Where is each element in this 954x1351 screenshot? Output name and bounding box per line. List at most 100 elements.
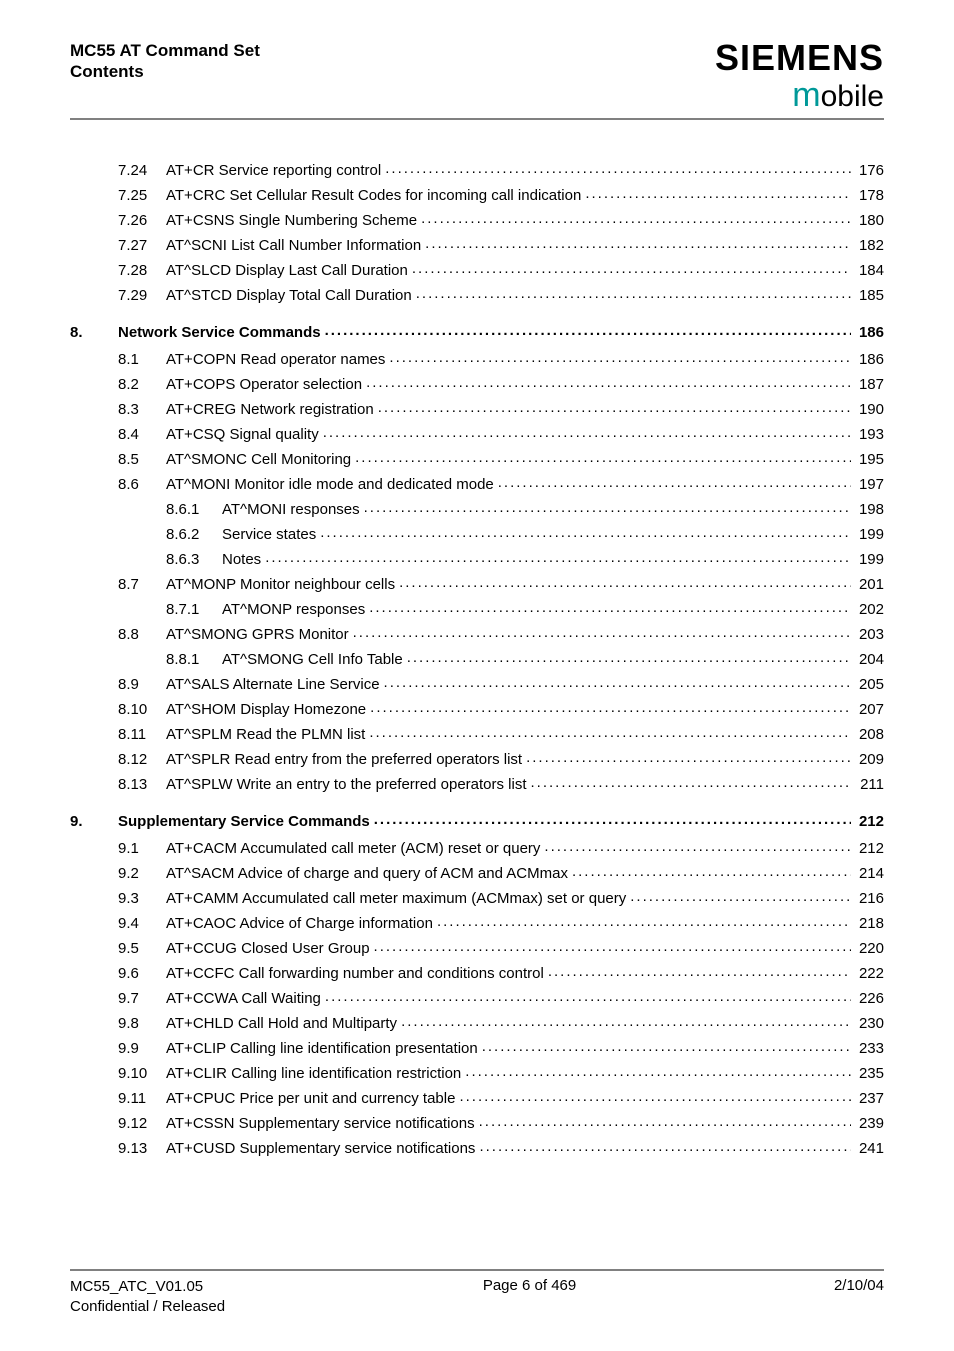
toc-leader-dots	[548, 963, 851, 978]
toc-entry-page: 198	[855, 501, 884, 518]
toc-entry-title: AT+CCWA Call Waiting	[166, 990, 321, 1007]
toc-entry-number: 8.	[70, 324, 118, 341]
brand-logo: SIEMENS	[715, 40, 884, 76]
toc-entry-page: 233	[855, 1040, 884, 1057]
toc-entry-page: 180	[855, 212, 884, 229]
doc-section: Contents	[70, 61, 260, 82]
toc-entry-number: 9.	[70, 813, 118, 830]
toc-entry-number: 7.27	[118, 237, 166, 254]
toc-leader-dots	[374, 811, 851, 826]
toc-entry: 8.4AT+CSQ Signal quality193	[70, 424, 884, 443]
toc-leader-dots	[479, 1113, 851, 1128]
toc-entry-number: 8.6.3	[166, 551, 222, 568]
toc-entry-title: AT^SMONG GPRS Monitor	[166, 626, 349, 643]
toc-leader-dots	[353, 624, 851, 639]
toc-entry-number: 8.8	[118, 626, 166, 643]
toc-entry-page: 202	[855, 601, 884, 618]
toc-entry-page: 218	[855, 915, 884, 932]
toc-leader-dots	[459, 1088, 851, 1103]
toc-entry: 9.2AT^SACM Advice of charge and query of…	[70, 863, 884, 882]
toc-entry-title: AT^MONP Monitor neighbour cells	[166, 576, 395, 593]
toc-leader-dots	[355, 449, 851, 464]
toc-entry-title: AT^SPLR Read entry from the preferred op…	[166, 751, 522, 768]
toc-entry-title: AT+CLIP Calling line identification pres…	[166, 1040, 478, 1057]
toc-entry-page: 186	[855, 324, 884, 341]
toc-entry-number: 9.4	[118, 915, 166, 932]
toc-entry: 8.8AT^SMONG GPRS Monitor203	[70, 624, 884, 643]
toc-entry-number: 8.6.1	[166, 501, 222, 518]
toc-entry-page: 197	[855, 476, 884, 493]
toc-entry-title: AT^SPLM Read the PLMN list	[166, 726, 365, 743]
toc-leader-dots	[374, 938, 851, 953]
toc-entry-number: 9.8	[118, 1015, 166, 1032]
toc-leader-dots	[572, 863, 851, 878]
toc-entry-page: 220	[855, 940, 884, 957]
header-rule	[70, 118, 884, 120]
toc-leader-dots	[369, 724, 851, 739]
toc-entry-number: 8.6.2	[166, 526, 222, 543]
toc-entry: 9.5AT+CCUG Closed User Group 220	[70, 938, 884, 957]
toc-entry-title: AT+CCUG Closed User Group	[166, 940, 370, 957]
toc-entry: 8.11AT^SPLM Read the PLMN list208	[70, 724, 884, 743]
toc-entry-title: Service states	[222, 526, 316, 543]
toc-leader-dots	[421, 210, 851, 225]
toc-leader-dots	[370, 699, 851, 714]
footer-left: MC55_ATC_V01.05 Confidential / Released	[70, 1277, 225, 1318]
toc-entry-page: 212	[855, 813, 884, 830]
toc-entry: 7.29AT^STCD Display Total Call Duration1…	[70, 285, 884, 304]
toc-entry-page: 199	[855, 526, 884, 543]
toc-entry-number: 7.26	[118, 212, 166, 229]
subbrand-logo: mobile	[715, 78, 884, 112]
toc-entry-number: 7.28	[118, 262, 166, 279]
toc-leader-dots	[364, 499, 851, 514]
toc-entry-page: 214	[855, 865, 884, 882]
toc-entry-number: 8.4	[118, 426, 166, 443]
toc-entry-title: AT+COPN Read operator names	[166, 351, 385, 368]
toc-leader-dots	[544, 838, 851, 853]
toc-entry-number: 9.6	[118, 965, 166, 982]
toc-entry-title: AT^MONI Monitor idle mode and dedicated …	[166, 476, 494, 493]
toc-entry-page: 235	[855, 1065, 884, 1082]
toc-entry-title: AT+CUSD Supplementary service notificati…	[166, 1140, 475, 1157]
toc-leader-dots	[320, 524, 851, 539]
toc-entry-page: 176	[855, 162, 884, 179]
toc-entry-page: 216	[855, 890, 884, 907]
toc-entry-title: AT+CSSN Supplementary service notificati…	[166, 1115, 475, 1132]
toc-entry-number: 8.13	[118, 776, 166, 793]
toc-entry: 9.1AT+CACM Accumulated call meter (ACM) …	[70, 838, 884, 857]
toc-entry-title: AT^SMONC Cell Monitoring	[166, 451, 351, 468]
toc-leader-dots	[531, 774, 853, 789]
table-of-contents: 7.24AT+CR Service reporting control1767.…	[70, 160, 884, 1157]
toc-entry-title: Supplementary Service Commands	[118, 813, 370, 830]
toc-entry-page: 193	[855, 426, 884, 443]
toc-leader-dots	[366, 374, 851, 389]
toc-entry-title: AT+CACM Accumulated call meter (ACM) res…	[166, 840, 540, 857]
subbrand-rest: obile	[821, 80, 884, 113]
toc-leader-dots	[437, 913, 851, 928]
toc-entry-number: 9.7	[118, 990, 166, 1007]
toc-entry-title: AT+CCFC Call forwarding number and condi…	[166, 965, 544, 982]
toc-leader-dots	[585, 185, 851, 200]
toc-entry: 8.10AT^SHOM Display Homezone207	[70, 699, 884, 718]
toc-entry-title: AT+CLIR Calling line identification rest…	[166, 1065, 461, 1082]
toc-entry-title: AT^MONI responses	[222, 501, 360, 518]
toc-leader-dots	[323, 424, 851, 439]
toc-entry-page: 241	[855, 1140, 884, 1157]
doc-title: MC55 AT Command Set	[70, 40, 260, 61]
toc-entry-title: AT+CPUC Price per unit and currency tabl…	[166, 1090, 455, 1107]
toc-entry: 9.7AT+CCWA Call Waiting226	[70, 988, 884, 1007]
footer-date: 2/10/04	[834, 1277, 884, 1318]
toc-leader-dots	[399, 574, 851, 589]
toc-entry-title: AT^SCNI List Call Number Information	[166, 237, 421, 254]
toc-entry: 8.1AT+COPN Read operator names186	[70, 349, 884, 368]
toc-leader-dots	[369, 599, 851, 614]
toc-entry-number: 9.5	[118, 940, 166, 957]
toc-entry: 7.26AT+CSNS Single Numbering Scheme180	[70, 210, 884, 229]
toc-leader-dots	[498, 474, 851, 489]
toc-entry-page: 211	[856, 776, 884, 793]
toc-entry-number: 7.25	[118, 187, 166, 204]
toc-leader-dots	[384, 674, 851, 689]
toc-entry: 9.11AT+CPUC Price per unit and currency …	[70, 1088, 884, 1107]
toc-entry-title: Network Service Commands	[118, 324, 321, 341]
toc-entry-page: 182	[855, 237, 884, 254]
